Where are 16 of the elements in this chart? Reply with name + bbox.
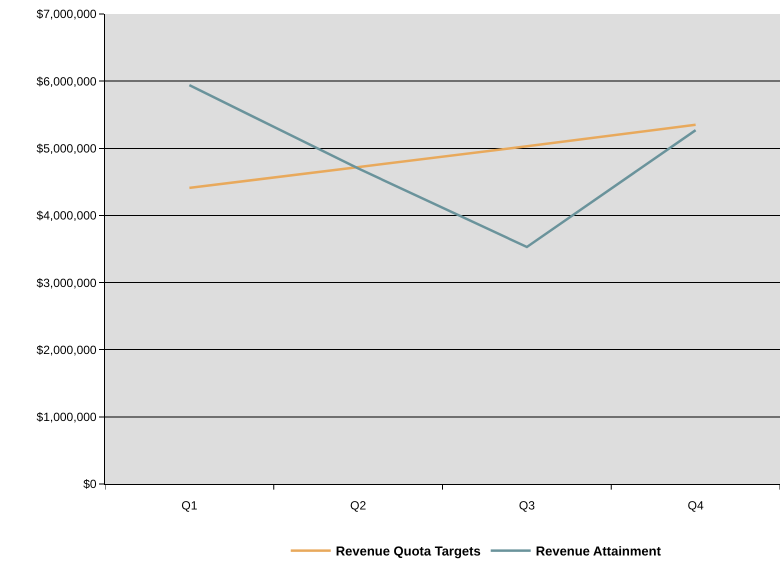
y-tick-label: $4,000,000 [36,208,97,223]
x-tick-label: Q2 [350,498,366,512]
y-tick-label: $7,000,000 [36,7,97,22]
y-tick-label: $3,000,000 [36,276,97,290]
y-tick-label: $5,000,000 [36,141,97,156]
x-tick-label: Q4 [688,498,704,512]
legend-label: Revenue Quota Targets [336,544,481,559]
y-tick-label: $1,000,000 [36,410,97,424]
legend-label: Revenue Attainment [536,544,662,559]
line-series [188,84,697,248]
x-tick-label: Q1 [181,498,198,512]
x-tick-label: Q3 [518,498,536,512]
y-tick-label: $6,000,000 [36,74,97,88]
line-series [188,124,697,190]
y-tick-label: $0 [83,477,97,492]
y-tick-label: $2,000,000 [36,342,97,357]
